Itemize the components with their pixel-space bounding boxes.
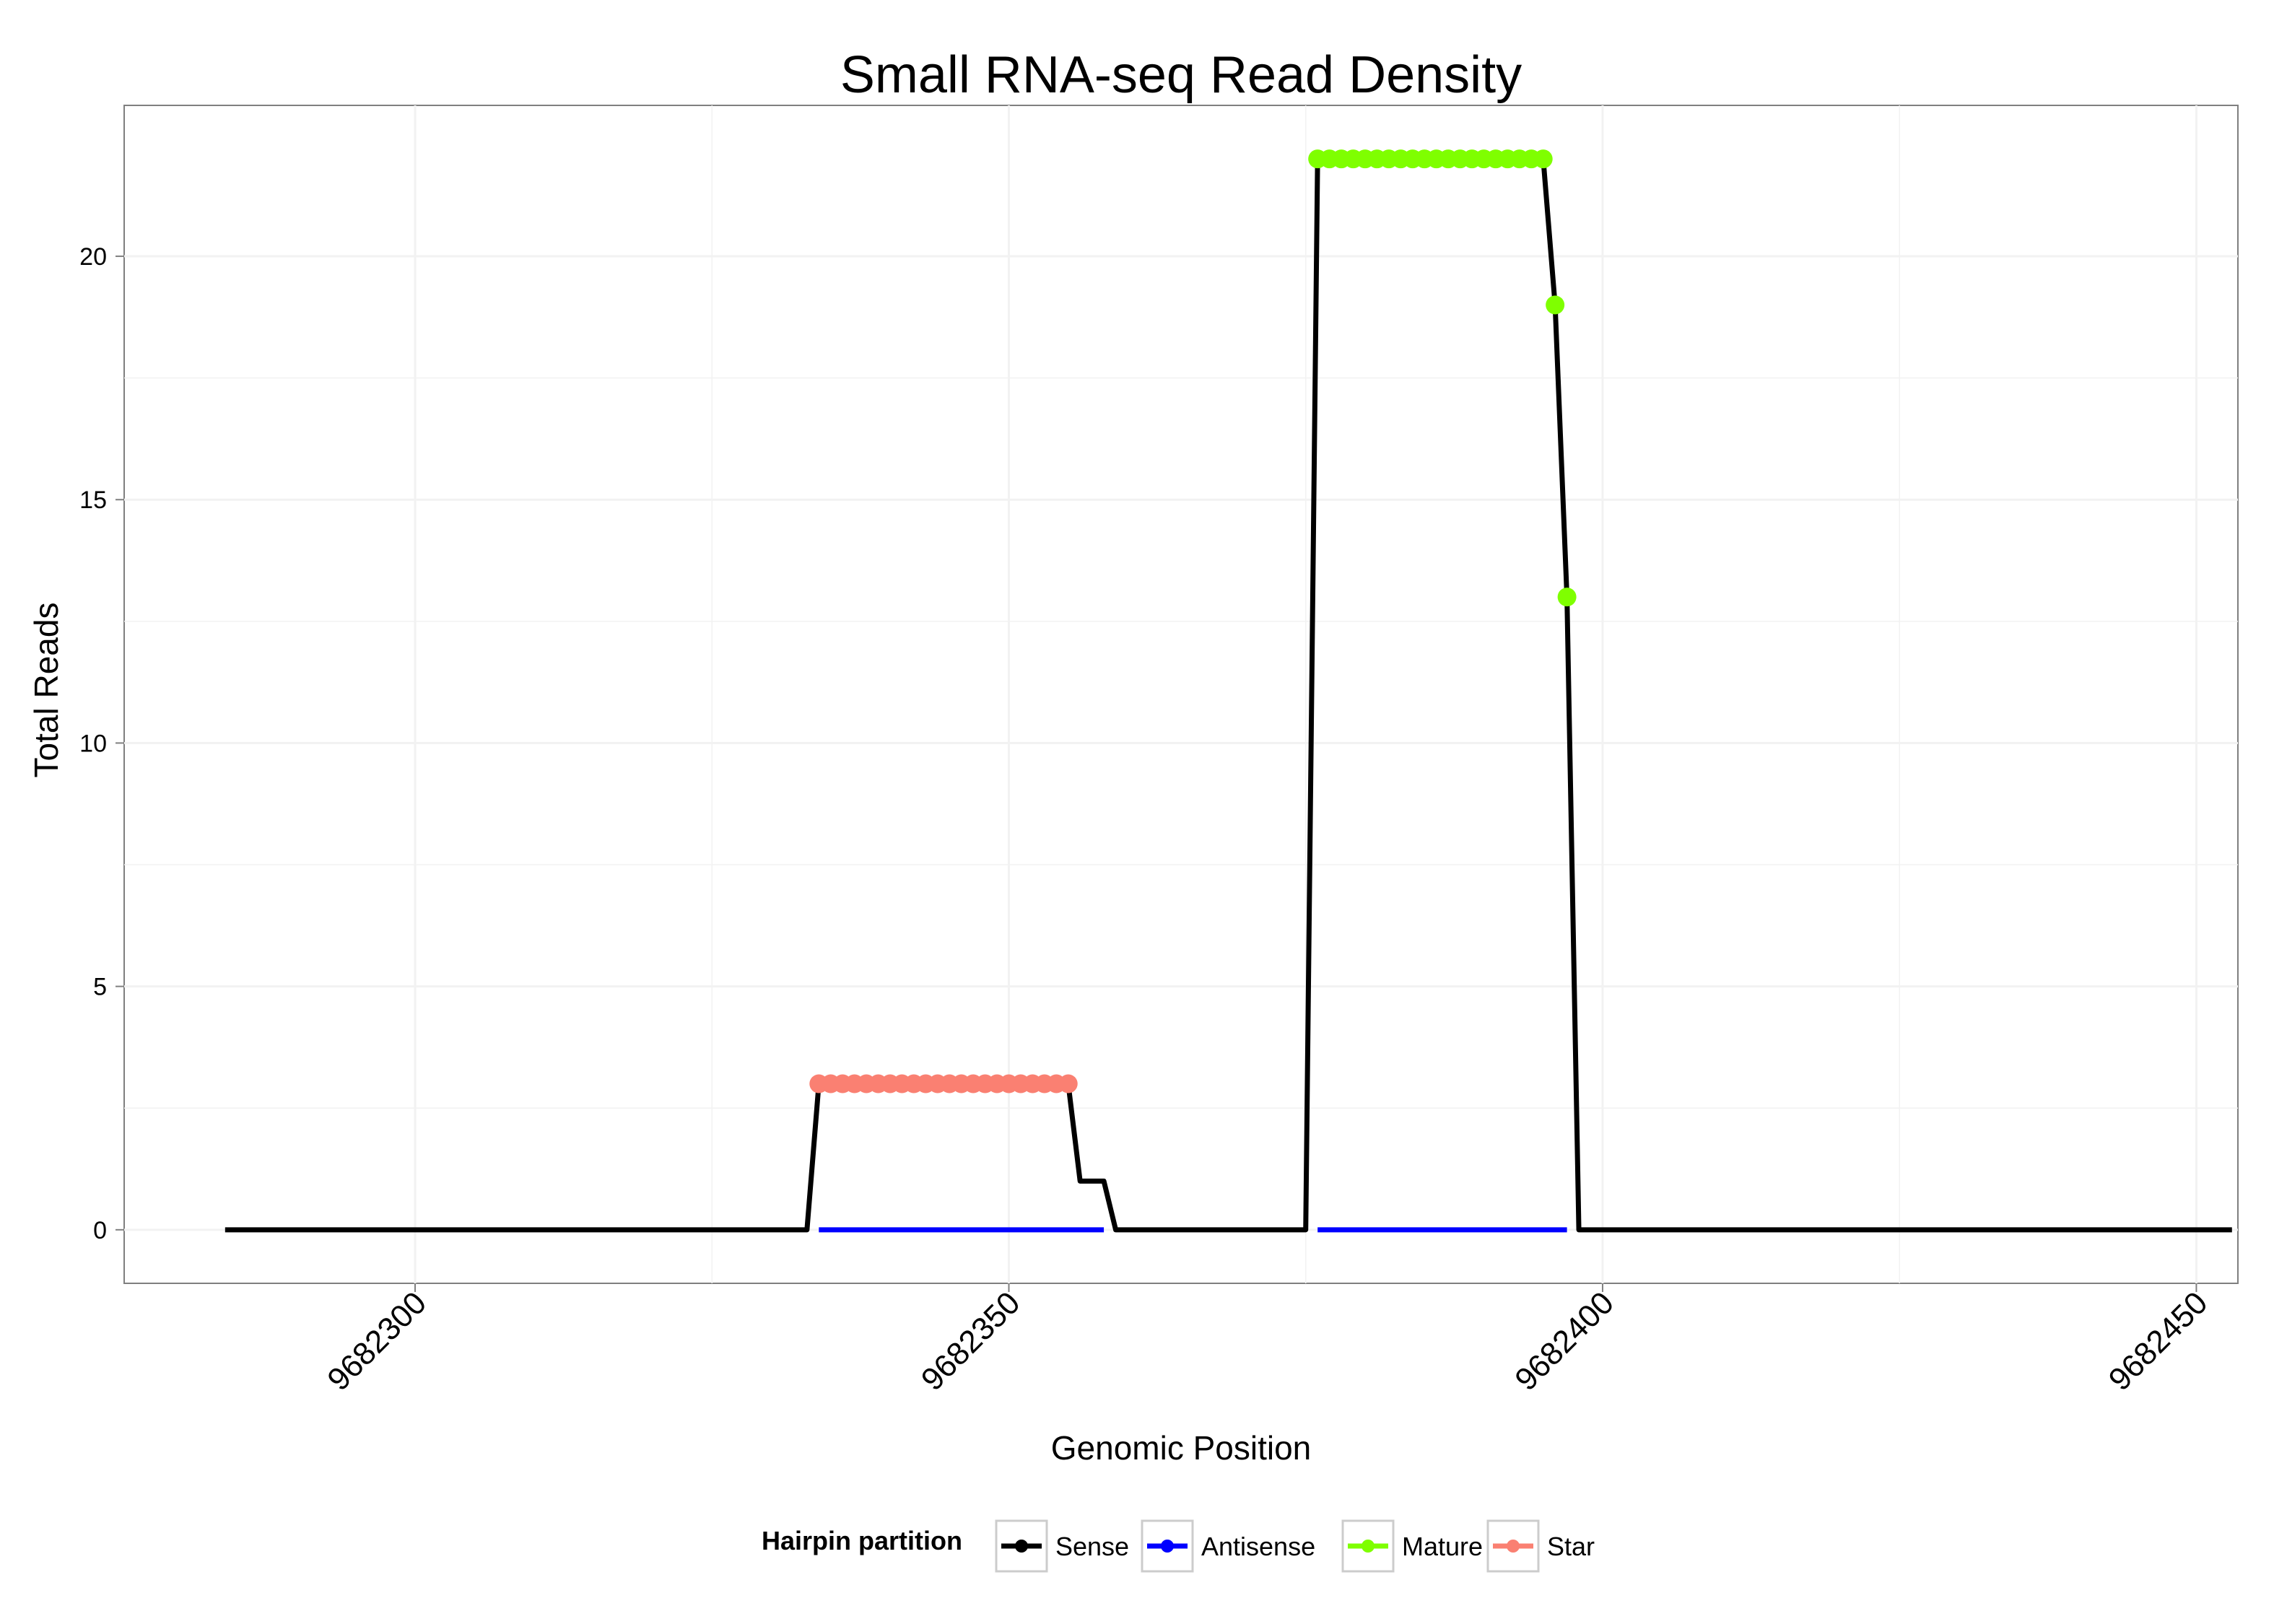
y-tick-label: 10 — [79, 730, 107, 757]
data-point-mature — [1533, 149, 1553, 169]
y-tick-label: 0 — [93, 1217, 107, 1244]
legend-label: Antisense — [1201, 1532, 1315, 1561]
x-axis: 9682300 9682350 9682400 9682450 — [321, 1283, 2214, 1397]
chart-title: Small RNA-seq Read Density — [840, 46, 1522, 104]
legend-label: Sense — [1055, 1532, 1129, 1561]
y-tick-label: 15 — [79, 486, 107, 514]
x-axis-title: Genomic Position — [1051, 1429, 1312, 1467]
y-axis: 0 5 10 15 20 — [79, 243, 124, 1244]
data-point-star — [1058, 1074, 1078, 1093]
y-tick-label: 20 — [79, 243, 107, 271]
legend-key-point — [1161, 1540, 1174, 1553]
plot-panel — [123, 105, 2239, 1284]
y-tick-label: 5 — [93, 974, 107, 1001]
data-point-mature — [1546, 295, 1565, 315]
legend-title: Hairpin partition — [762, 1526, 962, 1555]
x-tick-label: 9682400 — [1508, 1285, 1621, 1397]
legend-label: Mature — [1402, 1532, 1483, 1561]
legend-key-point — [1507, 1540, 1520, 1553]
plot-background — [123, 105, 2239, 1284]
series-layer — [225, 149, 2232, 1233]
x-tick-label: 9682300 — [321, 1285, 433, 1397]
legend-key-point — [1015, 1540, 1028, 1553]
legend: Hairpin partition Sense Antisense Mature St… — [762, 1519, 1595, 1573]
y-axis-title: Total Reads — [27, 603, 65, 778]
x-tick-label: 9682450 — [2102, 1285, 2215, 1397]
legend-label: Star — [1547, 1532, 1595, 1561]
data-point-mature — [1557, 588, 1577, 607]
x-tick-label: 9682350 — [915, 1285, 1027, 1397]
legend-key-point — [1362, 1540, 1375, 1553]
